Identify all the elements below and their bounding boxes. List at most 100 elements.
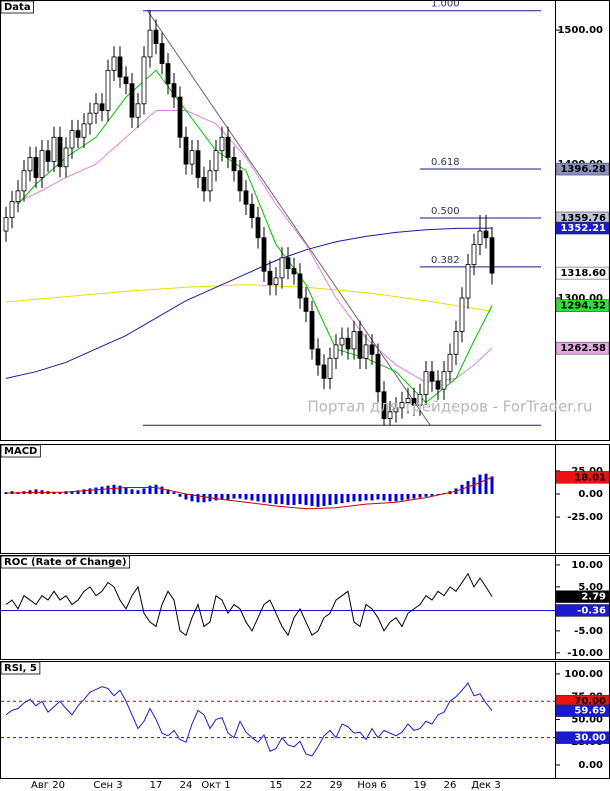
candle-body bbox=[225, 136, 231, 158]
candle-body bbox=[33, 156, 39, 178]
histogram-bar bbox=[34, 489, 38, 494]
candle-body bbox=[429, 371, 435, 382]
candle-body bbox=[111, 56, 117, 71]
candle-body bbox=[441, 371, 447, 390]
candle-body bbox=[105, 69, 111, 111]
histogram-bar bbox=[28, 490, 32, 494]
candle-body bbox=[369, 344, 375, 355]
candle-body bbox=[3, 217, 9, 232]
x-tick-label: 29 bbox=[330, 780, 343, 791]
candle-body bbox=[393, 407, 399, 413]
value-box bbox=[555, 731, 610, 744]
candle-body bbox=[183, 136, 189, 165]
level-label: 0.500 bbox=[431, 206, 460, 217]
histogram-bar bbox=[238, 493, 242, 499]
x-tick-label: 15 bbox=[270, 780, 283, 791]
value-box-label: 2.79 bbox=[581, 592, 606, 603]
value-box bbox=[555, 604, 610, 617]
indicator-line bbox=[5, 682, 493, 757]
indicator-line bbox=[5, 572, 493, 637]
value-box-label: 59.69 bbox=[574, 706, 606, 717]
candle-body bbox=[159, 43, 165, 65]
histogram-bar bbox=[106, 485, 110, 494]
candle-body bbox=[153, 29, 159, 44]
histogram-bar bbox=[100, 486, 104, 494]
candle-body bbox=[303, 297, 309, 312]
x-tick-label: Окт 1 bbox=[201, 780, 230, 791]
histogram-bar bbox=[214, 493, 218, 501]
histogram-bar bbox=[298, 493, 302, 505]
level-label: 1.000 bbox=[431, 0, 460, 10]
candle-body bbox=[483, 230, 489, 239]
candle-body bbox=[261, 237, 267, 272]
candle-body bbox=[123, 76, 129, 85]
histogram-bar bbox=[472, 477, 476, 494]
candle-body bbox=[99, 103, 105, 111]
candle-body bbox=[381, 391, 387, 419]
candle-body bbox=[177, 96, 183, 138]
candle-body bbox=[471, 244, 477, 265]
candle-body bbox=[465, 264, 471, 299]
histogram-bar bbox=[478, 474, 482, 494]
value-box-label: 18.01 bbox=[574, 472, 606, 483]
candle-body bbox=[81, 123, 87, 138]
candle-body bbox=[213, 150, 219, 172]
histogram-bar bbox=[376, 493, 380, 500]
overlay-line bbox=[11, 109, 493, 383]
histogram-bar bbox=[424, 493, 428, 497]
y-tick-label: 0.00 bbox=[578, 489, 603, 500]
candle-body bbox=[75, 130, 81, 138]
histogram-bar bbox=[370, 493, 374, 501]
y-tick-label: 1500.00 bbox=[557, 25, 603, 36]
panel-title-box bbox=[0, 444, 41, 458]
candle-body bbox=[339, 337, 345, 346]
candle-body bbox=[255, 217, 261, 239]
candle-body bbox=[57, 136, 63, 168]
candle-body bbox=[291, 268, 297, 275]
candle-body bbox=[489, 237, 495, 274]
y-tick-label: 5.00 bbox=[578, 582, 603, 593]
candle-body bbox=[9, 201, 15, 219]
histogram-bar bbox=[166, 489, 170, 494]
histogram-bar bbox=[112, 484, 116, 494]
value-box bbox=[555, 266, 610, 280]
histogram-bar bbox=[322, 493, 326, 506]
histogram-bar bbox=[82, 489, 86, 494]
x-tick-label: 26 bbox=[444, 780, 457, 791]
candle-body bbox=[63, 147, 69, 168]
histogram-bar bbox=[412, 493, 416, 499]
value-box-label: 1352.21 bbox=[560, 223, 606, 234]
panel-title-box bbox=[0, 555, 131, 569]
candle-body bbox=[399, 402, 405, 409]
candle-body bbox=[363, 344, 369, 359]
histogram-bar bbox=[118, 485, 122, 494]
value-box-label: 1396.28 bbox=[560, 164, 606, 175]
candle-body bbox=[357, 331, 363, 359]
histogram-bar bbox=[202, 493, 206, 503]
candle-body bbox=[219, 136, 225, 152]
y-tick-label: 10.00 bbox=[571, 560, 603, 571]
candle-body bbox=[327, 357, 333, 379]
candle-body bbox=[141, 56, 147, 105]
candle-body bbox=[195, 150, 201, 178]
histogram-bar bbox=[466, 481, 470, 494]
histogram-bar bbox=[250, 493, 254, 501]
histogram-bar bbox=[148, 485, 152, 494]
candle-body bbox=[69, 130, 75, 149]
overlay-line bbox=[5, 284, 493, 312]
histogram-bar bbox=[52, 492, 56, 494]
histogram-bar bbox=[172, 492, 176, 494]
value-box-label: 1359.76 bbox=[560, 213, 606, 224]
level-label: 0.382 bbox=[431, 255, 460, 266]
value-box-label: 30.00 bbox=[574, 733, 606, 744]
histogram-bar bbox=[142, 488, 146, 494]
histogram-bar bbox=[406, 493, 410, 500]
histogram-bar bbox=[262, 493, 266, 503]
value-box-label: 70.00 bbox=[574, 696, 606, 707]
value-box bbox=[555, 162, 610, 176]
value-box bbox=[555, 299, 610, 312]
histogram-bar bbox=[436, 493, 440, 495]
histogram-bar bbox=[76, 490, 80, 494]
candle-body bbox=[375, 353, 381, 393]
